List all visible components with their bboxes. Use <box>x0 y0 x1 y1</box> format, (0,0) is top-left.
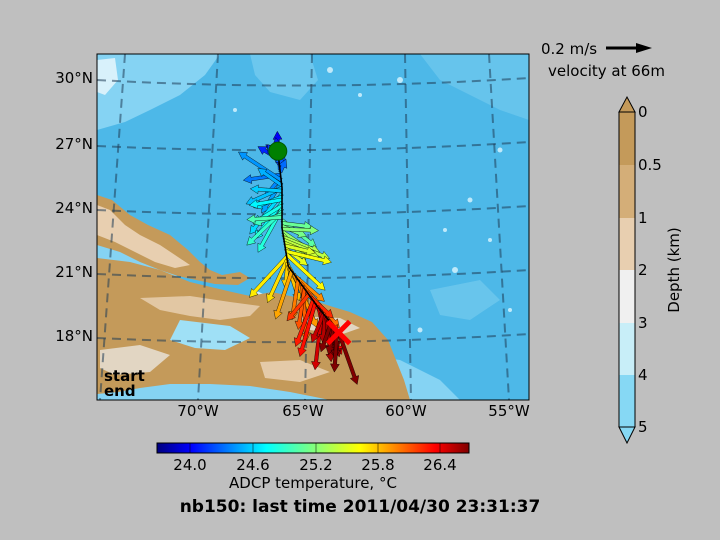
velocity-arrow <box>297 302 318 358</box>
velocity-arrow <box>249 255 289 298</box>
latitude-labels: 30°N 27°N 24°N 21°N 18°N <box>55 69 93 345</box>
velocity-arrow <box>286 293 311 322</box>
lat-label: 18°N <box>55 327 93 345</box>
depth-tick: 0.5 <box>638 156 662 174</box>
velocity-arrow <box>246 214 283 224</box>
lat-label: 24°N <box>55 199 93 217</box>
velocity-arrow <box>288 279 301 321</box>
depth-tick: 3 <box>638 314 648 332</box>
legend-start-label: start <box>104 367 145 385</box>
temp-tick: 25.2 <box>299 456 332 474</box>
lat-label: 30°N <box>55 69 93 87</box>
depth-tick: 5 <box>638 418 648 436</box>
velocity-key-speed: 0.2 m/s <box>541 40 597 58</box>
map-panel[interactable]: start end <box>96 53 530 401</box>
legend-end-label: end <box>104 382 136 400</box>
velocity-arrow <box>284 252 326 291</box>
depth-tick: 1 <box>638 209 648 227</box>
temp-colorbar-label: ADCP temperature, °C <box>229 474 397 492</box>
lon-label: 60°W <box>385 402 427 420</box>
velocity-arrow <box>257 168 284 188</box>
velocity-arrow <box>281 225 319 236</box>
start-marker[interactable] <box>268 141 288 161</box>
temperature-colorbar: 24.0 24.6 25.2 25.8 26.4 ADCP temperatur… <box>156 442 470 492</box>
velocity-arrow <box>248 197 283 209</box>
velocity-arrow <box>284 243 316 256</box>
lon-label: 70°W <box>177 402 219 420</box>
temp-tick: 25.8 <box>361 456 394 474</box>
map-frame <box>96 53 530 401</box>
velocity-arrow <box>294 275 325 302</box>
velocity-arrow <box>249 184 283 195</box>
velocity-key: 0.2 m/s velocity at 66m <box>541 40 665 80</box>
figure-title: nb150: last time 2011/04/30 23:31:37 <box>180 497 541 517</box>
depth-colorbar-label: Depth (km) <box>665 227 683 312</box>
depth-tick: 0 <box>638 103 648 121</box>
velocity-key-depth: velocity at 66m <box>548 62 665 80</box>
velocity-arrow <box>309 295 334 319</box>
lon-label: 55°W <box>488 402 530 420</box>
velocity-arrow <box>285 249 332 266</box>
glider-track <box>277 151 340 333</box>
temp-tick: 24.6 <box>236 456 269 474</box>
lat-label: 21°N <box>55 263 93 281</box>
lat-label: 27°N <box>55 135 93 153</box>
longitude-labels: 70°W 65°W 60°W 55°W <box>177 402 530 420</box>
end-marker[interactable] <box>325 319 352 346</box>
depth-tick: 2 <box>638 261 648 279</box>
temp-tick: 26.4 <box>423 456 456 474</box>
depth-tick: 4 <box>638 366 648 384</box>
velocity-key-arrow-icon <box>606 43 652 53</box>
seamount-speckles <box>233 67 512 333</box>
velocity-arrow <box>273 270 294 320</box>
temp-tick: 24.0 <box>173 456 206 474</box>
lon-label: 65°W <box>282 402 324 420</box>
depth-colorbar: 0 0.5 1 2 3 4 5 Depth (km) <box>618 95 683 445</box>
